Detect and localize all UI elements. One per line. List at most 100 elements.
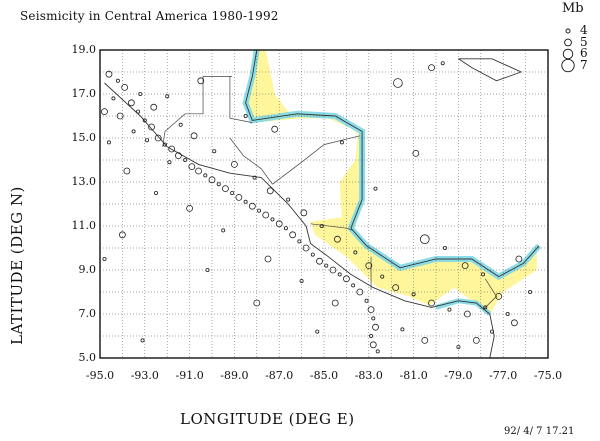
earthquake-point	[369, 341, 377, 349]
earthquake-point	[148, 123, 155, 131]
land-layer	[104, 49, 542, 359]
y-tick-label: 7.0	[78, 307, 97, 320]
earthquake-point	[145, 138, 150, 143]
earthquake-point	[222, 185, 229, 193]
y-tick-label: 5.0	[78, 351, 97, 364]
earthquake-point	[286, 197, 291, 202]
earthquake-point	[131, 129, 136, 134]
earthquake-point	[392, 284, 400, 292]
earthquake-point	[162, 142, 167, 147]
earthquake-point	[270, 217, 275, 222]
earthquake-point	[266, 187, 274, 195]
earthquake-point	[369, 333, 374, 338]
earthquake-point	[235, 193, 243, 201]
earthquake-point	[300, 209, 308, 217]
x-tick-label: -81.0	[399, 369, 428, 382]
earthquake-point	[375, 349, 380, 354]
legend-label-5: 5	[580, 34, 588, 49]
earthquake-point	[447, 307, 452, 312]
earthquake-point	[428, 299, 435, 307]
earthquake-point	[140, 338, 145, 343]
legend-symbols	[561, 28, 575, 73]
earthquake-point	[505, 311, 510, 316]
earthquake-point	[428, 64, 435, 71]
y-tick-label: 13.0	[71, 175, 97, 188]
earthquake-point	[315, 329, 320, 334]
earthquake-point	[356, 288, 364, 296]
earthquake-point	[264, 255, 272, 263]
x-tick-label: -77.0	[489, 369, 518, 382]
border-4	[310, 223, 354, 231]
earthquake-point	[168, 145, 176, 153]
earthquake-point	[411, 292, 416, 297]
earthquake-point	[489, 329, 494, 334]
earthquake-point	[329, 266, 337, 274]
x-tick-label: -85.0	[309, 369, 339, 382]
legend-label-4: 4	[580, 23, 588, 37]
earthquake-point	[165, 94, 170, 99]
earthquake-point	[212, 149, 217, 154]
grid-lines	[99, 49, 549, 359]
earthquake-point	[127, 99, 135, 107]
x-axis-label: LONGITUDE (DEG E)	[180, 410, 355, 428]
earthquake-point	[230, 160, 238, 168]
earthquake-point	[243, 199, 248, 204]
legend-symbol-4	[565, 28, 571, 34]
earthquake-point	[421, 336, 429, 344]
earthquake-point	[183, 157, 188, 162]
earthquake-point	[310, 252, 315, 257]
earthquake-point	[289, 231, 297, 239]
earthquake-point	[138, 92, 143, 97]
earthquake-point	[302, 244, 310, 252]
earthquake-point	[102, 256, 107, 261]
earthquake-point	[442, 245, 447, 250]
earthquake-point	[178, 122, 183, 127]
earthquake-point	[111, 96, 116, 101]
earthquake-point	[463, 310, 471, 318]
legend-title: Mb	[562, 1, 584, 16]
legend-label-6: 6	[580, 46, 588, 60]
earthquake-point	[373, 186, 378, 191]
earthquake-point	[339, 140, 344, 145]
earthquake-point	[203, 173, 208, 178]
x-tick-label: -95.0	[85, 369, 115, 382]
plot-frame	[99, 49, 549, 359]
earthquake-point	[253, 299, 261, 307]
earthquake-point	[216, 182, 221, 187]
earthquake-point	[221, 228, 226, 233]
earthquake-point	[342, 275, 350, 283]
earthquake-point	[115, 78, 120, 83]
earthquake-point	[319, 223, 324, 228]
earthquake-point	[174, 152, 182, 160]
y-tick-label: 19.0	[71, 43, 97, 56]
earthquake-point	[364, 298, 369, 303]
earthquake-point	[195, 167, 202, 175]
earthquake-point	[380, 274, 385, 279]
earthquake-point	[393, 78, 403, 88]
earthquake-point	[334, 235, 341, 243]
earthquake-point	[511, 319, 518, 327]
earthquake-point	[495, 292, 503, 300]
coastline-jamaica	[458, 58, 523, 82]
earthquake-point	[208, 176, 216, 184]
earthquake-point	[297, 239, 302, 244]
earthquake-point	[400, 327, 405, 332]
earthquake-point	[197, 77, 205, 85]
earthquake-point	[262, 211, 270, 219]
earthquake-point	[205, 267, 210, 272]
earthquake-point	[101, 108, 108, 115]
earthquake-point	[186, 204, 194, 212]
earthquake-point	[331, 299, 339, 307]
legend-symbol-5	[564, 38, 572, 47]
shelf-caribbean	[242, 49, 542, 281]
x-tick-label: -79.0	[444, 369, 473, 382]
y-tick-label: 9.0	[78, 263, 97, 276]
earthquake-point	[353, 250, 358, 255]
legend-symbol-7	[561, 58, 575, 73]
y-tick-label: 17.0	[71, 87, 97, 100]
y-tick-label: 11.0	[71, 219, 97, 232]
earthquake-point	[440, 61, 445, 66]
earthquake-point	[105, 70, 113, 78]
earthquake-point	[365, 262, 373, 270]
